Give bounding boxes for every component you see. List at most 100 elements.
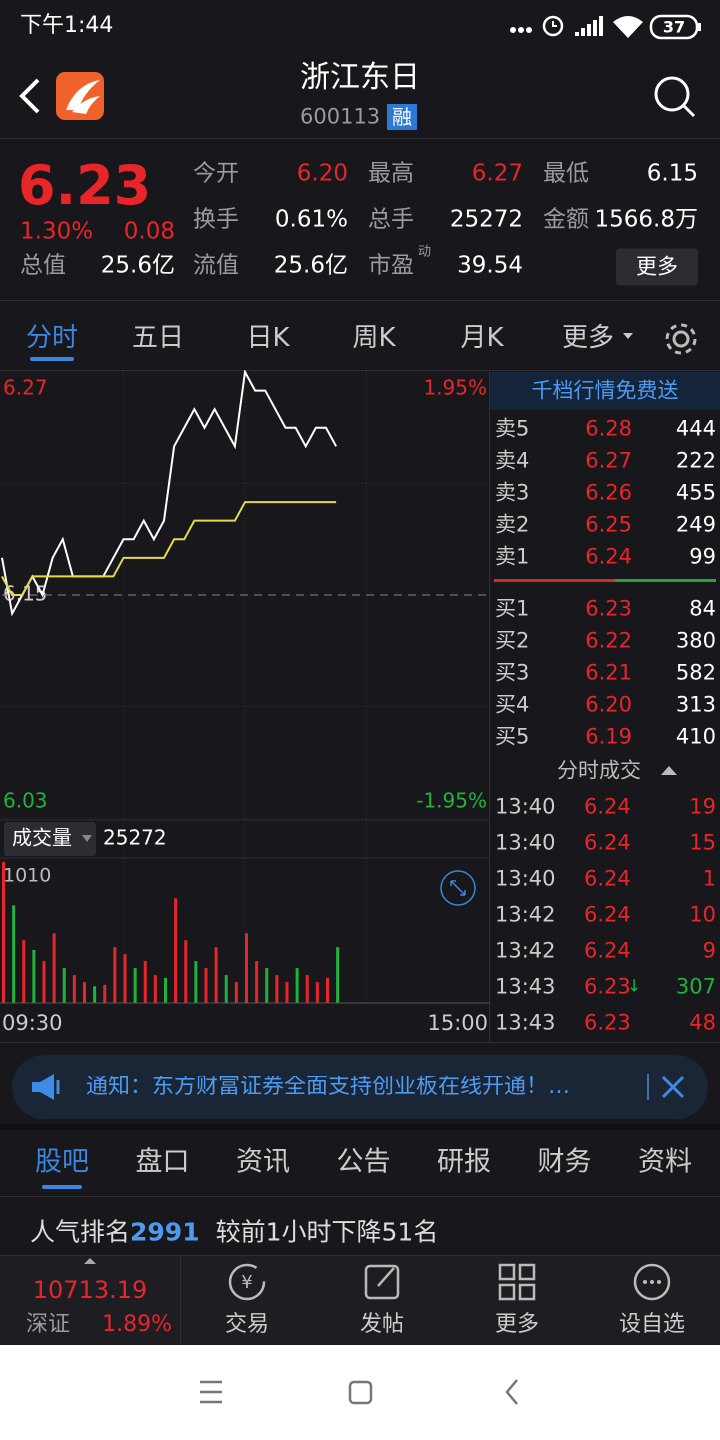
book-price: 6.22: [585, 628, 632, 653]
trade-volume: 48: [689, 1010, 716, 1035]
more-button[interactable]: 更多: [616, 248, 698, 286]
trade-volume: 1: [702, 866, 716, 891]
book-label: 卖1: [495, 544, 530, 569]
notice-text: 通知：东方财富证券全面支持创业板在线开通！…: [86, 1076, 571, 1098]
menu-button[interactable]: [200, 1380, 222, 1404]
divider: [0, 300, 720, 301]
divider: [0, 370, 720, 371]
volume-bar: [174, 898, 178, 1003]
book-volume: 222: [675, 448, 716, 473]
index-name: 深证: [26, 1312, 71, 1337]
bottom-nav: [0, 1255, 720, 1346]
field-value: 0.61%: [274, 206, 348, 233]
trade-time: 13:42: [495, 902, 556, 927]
trade-price: 6.24: [584, 866, 631, 891]
nav-item[interactable]: 更多: [494, 1312, 540, 1337]
field-value: 1566.8万: [594, 206, 698, 233]
info-tab[interactable]: 资料: [638, 1146, 692, 1178]
field-value: 6.20: [296, 160, 348, 187]
y2-tick-label: 1.95%: [423, 376, 487, 400]
volume-bar: [153, 975, 157, 1003]
chart-tab[interactable]: 五日: [131, 323, 185, 353]
divider: [180, 1256, 181, 1344]
volume-selector: 成交量: [12, 826, 72, 850]
stock-code: 600113: [300, 104, 381, 129]
field-value: 25272: [449, 206, 523, 233]
book-volume: 99: [689, 544, 716, 569]
volume-bar: [133, 968, 137, 1003]
info-tab[interactable]: 公告: [336, 1146, 391, 1178]
trade-price: 6.24: [584, 902, 631, 927]
book-label: 买1: [495, 596, 530, 621]
svg-text:¥: ¥: [241, 1272, 252, 1293]
dropdown-icon: [82, 835, 92, 842]
change-amount: 0.08: [123, 218, 175, 245]
chart-tab[interactable]: 分时: [25, 323, 79, 353]
field-label: 金额: [543, 206, 589, 233]
price-line: [1, 501, 337, 596]
notice-close[interactable]: [645, 1070, 695, 1104]
index-value[interactable]: 10713.19: [32, 1276, 148, 1304]
volume-bar: [83, 982, 86, 1003]
volume-bar: [224, 975, 228, 1003]
home-button[interactable]: [348, 1380, 373, 1405]
field-label: 最低: [543, 160, 589, 187]
chart-tab[interactable]: 日K: [246, 323, 290, 353]
settings-button[interactable]: [662, 320, 700, 358]
intraday-chart: 6.036.156.27-1.95%1.95%成交量 25272101009:30…: [0, 370, 489, 1035]
ranking-suffix: 较前1小时下降51名: [215, 1217, 439, 1247]
book-price: 6.21: [585, 660, 632, 685]
volume-bar: [234, 982, 238, 1003]
expand-icon: [84, 1258, 96, 1264]
last-price: 6.23: [18, 154, 152, 217]
book-volume: 582: [675, 660, 716, 685]
volume-bar: [42, 961, 46, 1003]
nav-item[interactable]: 设自选: [618, 1312, 686, 1337]
trade-price: 6.24: [584, 938, 631, 963]
ranking-prefix: 人气排名: [30, 1217, 131, 1247]
back-nav-button[interactable]: [505, 1379, 518, 1405]
header-left: [19, 72, 104, 120]
nav-item[interactable]: 发帖: [359, 1312, 405, 1337]
expand-button[interactable]: [440, 870, 476, 906]
volume-bar: [275, 975, 279, 1003]
info-tab[interactable]: 股吧: [35, 1146, 89, 1178]
back-button[interactable]: [19, 78, 40, 114]
book-label: 买3: [495, 660, 530, 685]
trade-price: 6.24: [584, 830, 631, 855]
info-tab[interactable]: 研报: [437, 1146, 491, 1178]
trade-volume: 10: [689, 902, 716, 927]
field-value: 25.6亿: [100, 252, 175, 279]
chart-tab[interactable]: 月K: [460, 323, 504, 353]
notice-icon: [32, 1074, 60, 1100]
notice-bar[interactable]: [12, 1055, 708, 1119]
volume-bar: [52, 933, 56, 1003]
volume-selector-bg[interactable]: [4, 822, 96, 856]
volume-bar: [164, 977, 167, 1003]
volume-bar: [285, 982, 289, 1003]
field-label: 最高: [368, 160, 414, 187]
info-tab[interactable]: 盘口: [135, 1146, 190, 1178]
nav-item[interactable]: 交易: [224, 1312, 270, 1337]
search-button[interactable]: [650, 72, 700, 122]
field-label: 流值: [193, 252, 239, 279]
volume-bar: [214, 947, 218, 1003]
bid-bar: [615, 579, 716, 582]
spacer: [0, 1124, 720, 1130]
chart-tab[interactable]: 更多: [561, 323, 615, 353]
order-book-banner[interactable]: [490, 372, 720, 410]
status-icons: 37: [510, 14, 701, 40]
field-label: 总手: [368, 206, 414, 233]
volume-bar: [336, 947, 340, 1003]
book-volume: 380: [675, 628, 716, 653]
status-time: 下午1:44: [20, 13, 114, 38]
book-price: 6.23: [585, 596, 632, 621]
chart-tab[interactable]: 周K: [352, 323, 396, 353]
divider: [489, 370, 490, 1042]
book-volume: 249: [675, 512, 716, 537]
trade-volume: 19: [689, 794, 716, 819]
info-tab[interactable]: 资讯: [236, 1146, 290, 1178]
field-value: 25.6亿: [273, 252, 348, 279]
info-tab[interactable]: 财务: [537, 1146, 592, 1178]
volume-bar: [204, 968, 208, 1003]
